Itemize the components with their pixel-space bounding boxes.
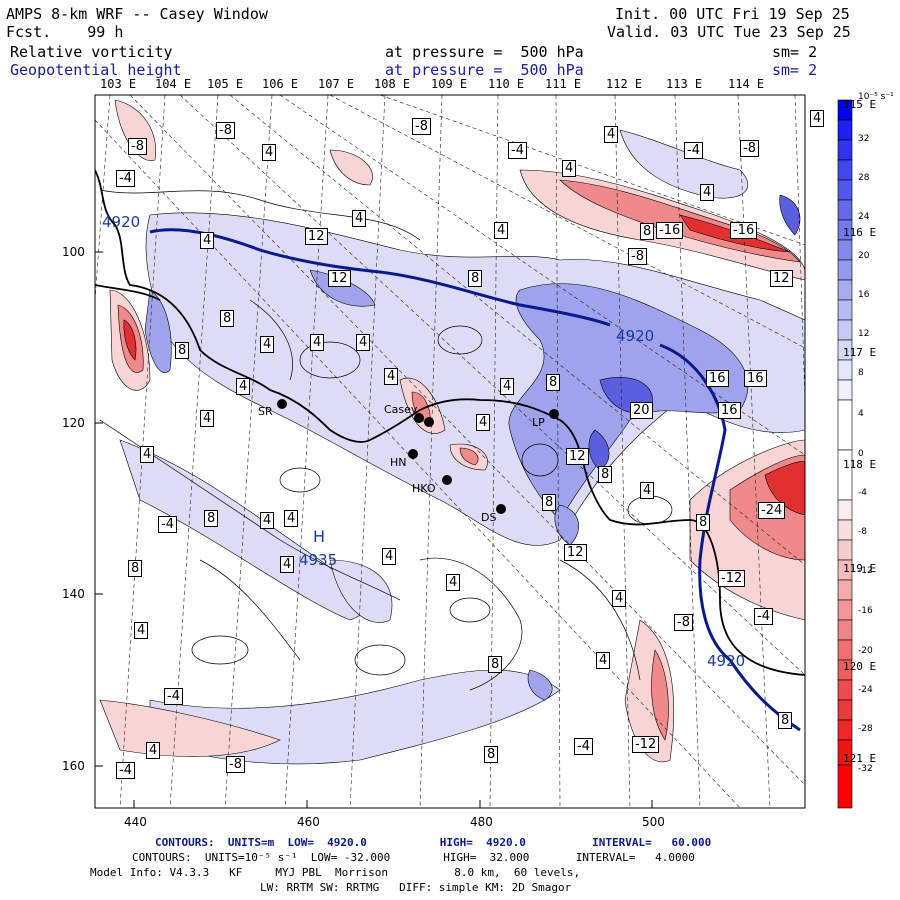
field1-smoothing: sm= 2: [772, 43, 818, 61]
lon-label: 111 E: [545, 77, 582, 91]
lon-right-label: 117 E: [843, 346, 877, 359]
lon-label: 113 E: [666, 77, 703, 91]
footer-physics: LW: RRTM SW: RRTMG DIFF: simple KM: 2D S…: [260, 881, 572, 894]
station-label-sr: SR: [258, 405, 273, 418]
lon-right-label: 120 E: [843, 660, 877, 673]
colorbar-label: -20: [858, 646, 873, 656]
colorbar-label: -16: [858, 606, 873, 616]
lon-label: 112 E: [606, 77, 643, 91]
lon-label: 108 E: [374, 77, 411, 91]
footer-contours-vorticity: CONTOURS: UNITS=10⁻⁵ s⁻¹ LOW= -32.000 HI…: [132, 851, 695, 864]
station-dot-lp[interactable]: [549, 409, 559, 419]
colorbar-label: 8: [858, 368, 864, 378]
height-label: 4935: [299, 551, 338, 569]
colorbar-label: -24: [858, 685, 873, 695]
station-markers: [277, 399, 559, 514]
field2-smoothing: sm= 2: [772, 61, 818, 79]
colorbar-label: -12: [858, 566, 873, 576]
lon-label: 103 E: [100, 77, 137, 91]
lon-label: 106 E: [262, 77, 299, 91]
field2-name: Geopotential height: [10, 61, 182, 79]
colorbar-units: 10⁻⁵ s⁻¹: [858, 92, 894, 102]
valid-time: Valid. 03 UTC Tue 23 Sep 25: [607, 23, 851, 41]
lon-right-label: 121 E: [843, 752, 877, 765]
colorbar-label: -4: [858, 488, 867, 498]
x-tick-label: 460: [297, 815, 320, 829]
colorbar-label: 12: [858, 329, 870, 339]
station-dot-sr[interactable]: [277, 399, 287, 409]
x-tick-label: 440: [124, 815, 147, 829]
graticule: [95, 95, 805, 808]
lon-right-label: 116 E: [843, 226, 877, 239]
lon-right-label: 119 E: [843, 562, 877, 575]
station-dot-ds[interactable]: [496, 504, 506, 514]
field1-level: at pressure = 500 hPa: [385, 43, 584, 61]
lon-label: 110 E: [488, 77, 525, 91]
colorbar-label: 4: [858, 409, 864, 419]
lon-label: 105 E: [207, 77, 244, 91]
height-label: 4920: [102, 213, 141, 231]
colorbar-label: 16: [858, 290, 870, 300]
station-label-casey: Casey: [384, 403, 418, 416]
lon-label: 104 E: [155, 77, 192, 91]
forecast-hour: Fcst. 99 h: [6, 23, 124, 41]
station-dot-hko[interactable]: [442, 475, 452, 485]
y-tick-label: 120: [62, 416, 85, 430]
lon-right-label: 115 E: [843, 98, 877, 111]
coastline: [95, 169, 805, 676]
lon-label: 114 E: [728, 77, 765, 91]
height-contour-4920: [149, 228, 801, 732]
field2-level: at pressure = 500 hPa: [385, 61, 584, 79]
colorbar-label: 24: [858, 212, 870, 222]
station-dot-casey[interactable]: [414, 413, 424, 423]
axis-ticks: [95, 251, 653, 808]
height-label: 4920: [707, 652, 746, 670]
colorbar-label: 0: [858, 449, 864, 459]
colorbar-label: 32: [858, 134, 870, 144]
x-tick-label: 500: [642, 815, 665, 829]
high-center-label: H: [313, 527, 326, 546]
footer-model-info: Model Info: V4.3.3 KF MYJ PBL Morrison 8…: [90, 866, 581, 879]
footer-contours-height: CONTOURS: UNITS=m LOW= 4920.0 HIGH= 4920…: [155, 836, 712, 849]
field1-name: Relative vorticity: [10, 43, 173, 61]
station-dot-hn[interactable]: [408, 449, 418, 459]
colorbar-label: -28: [858, 724, 873, 734]
y-tick-label: 160: [62, 759, 85, 773]
station-label-lp: LP: [532, 416, 545, 429]
y-tick-label: 100: [62, 245, 85, 259]
x-tick-label: 480: [470, 815, 493, 829]
height-label: 4920: [616, 327, 655, 345]
colorbar-label: -32: [858, 764, 873, 774]
colorbar-label: 28: [858, 173, 870, 183]
colorbar: [837, 99, 853, 809]
lon-label: 109 E: [431, 77, 468, 91]
vorticity-contours: [99, 189, 673, 691]
station-label-hn: HN: [390, 456, 407, 469]
station-dot-casey2[interactable]: [424, 417, 434, 427]
lon-right-label: 118 E: [843, 458, 877, 471]
positive-vorticity-shading: [119, 129, 805, 765]
y-tick-label: 140: [62, 587, 85, 601]
station-label-ds: DS: [481, 511, 497, 524]
colorbar-label: -8: [858, 527, 867, 537]
model-title: AMPS 8-km WRF -- Casey Window: [6, 5, 268, 23]
colorbar-label: 20: [858, 251, 870, 261]
lon-label: 107 E: [318, 77, 355, 91]
station-label-hko: HKO: [412, 482, 436, 495]
init-time: Init. 00 UTC Fri 19 Sep 25: [615, 5, 850, 23]
